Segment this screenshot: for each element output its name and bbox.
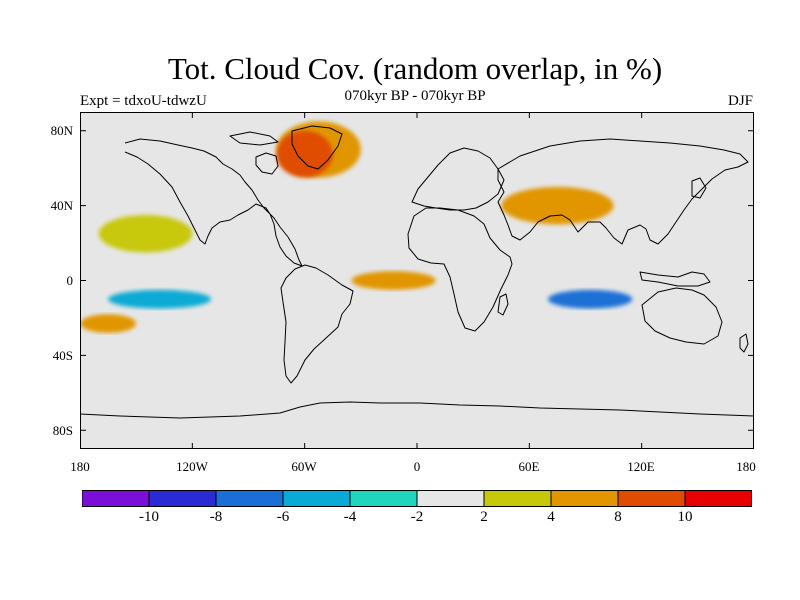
colorbar-swatch (148, 490, 217, 507)
anomaly-region (351, 271, 436, 290)
plot-title: Tot. Cloud Cov. (random overlap, in %) (167, 51, 663, 86)
coast-africa (407, 207, 513, 332)
colorbar-label-minus4: -4 (343, 509, 357, 525)
coast-madagascar (497, 293, 509, 316)
anomaly-region (98, 214, 193, 253)
colorbar-label-8: 8 (614, 509, 622, 525)
world-map (80, 112, 754, 449)
colorbar (82, 490, 752, 507)
lon-label-120w: 120W (176, 459, 208, 474)
colorbar-swatch (82, 490, 150, 507)
coast-hudson-bay (255, 152, 279, 175)
colorbar-swatch (550, 490, 619, 507)
experiment-label: Expt = tdxoU-tdwzU (80, 93, 207, 109)
anomaly-region (80, 392, 754, 431)
lon-label-120e: 120E (627, 459, 655, 474)
lat-label-40s: 40S (52, 348, 73, 363)
coast-indonesia (639, 271, 711, 287)
coast-japan (691, 177, 707, 199)
coast-north-america (124, 138, 303, 267)
colorbar-label-minus6: -6 (276, 509, 290, 525)
anomaly-region (548, 289, 633, 309)
plot-subtitle: 070kyr BP - 070kyr BP (344, 88, 486, 104)
lon-label-60e: 60E (518, 459, 540, 474)
anomaly-region (501, 186, 614, 225)
lon-label-180w: 180 (70, 459, 90, 474)
colorbar-swatch (349, 490, 418, 507)
coast-arctic-islands (229, 131, 279, 146)
colorbar-label-4: 4 (547, 509, 555, 525)
coast-asia (497, 138, 749, 245)
colorbar-swatch (282, 490, 351, 507)
coast-new-zealand (739, 333, 749, 353)
coast-south-america (280, 264, 354, 384)
lat-label-40n: 40N (50, 198, 73, 213)
lat-label-80s: 80S (52, 423, 73, 438)
anomaly-region (276, 130, 333, 178)
colorbar-label-2: 2 (480, 509, 488, 525)
coast-australia (641, 287, 723, 345)
axis-ticks (80, 112, 754, 449)
anomaly-region (108, 289, 212, 309)
anomaly-region (80, 314, 137, 333)
colorbar-label-10: 10 (677, 509, 693, 525)
colorbar-label-minus10: -10 (139, 509, 159, 525)
coast-greenland (291, 125, 343, 170)
cloud-anomaly-field (80, 121, 754, 431)
lon-label-0: 0 (413, 459, 421, 474)
colorbar-swatch (684, 490, 752, 507)
colorbar-swatch (483, 490, 552, 507)
coastlines (80, 125, 754, 419)
lon-label-180e: 180 (736, 459, 756, 474)
coast-europe (411, 147, 505, 211)
lat-label-80n: 80N (50, 123, 73, 138)
lon-label-60w: 60W (291, 459, 317, 474)
colorbar-swatch (416, 490, 485, 507)
coast-antarctica (80, 401, 754, 419)
colorbar-swatch (215, 490, 284, 507)
colorbar-swatch (617, 490, 686, 507)
season-label: DJF (727, 93, 753, 109)
colorbar-label-minus2: -2 (410, 509, 424, 525)
lat-label-0: 0 (66, 273, 74, 288)
colorbar-label-minus8: -8 (209, 509, 223, 525)
